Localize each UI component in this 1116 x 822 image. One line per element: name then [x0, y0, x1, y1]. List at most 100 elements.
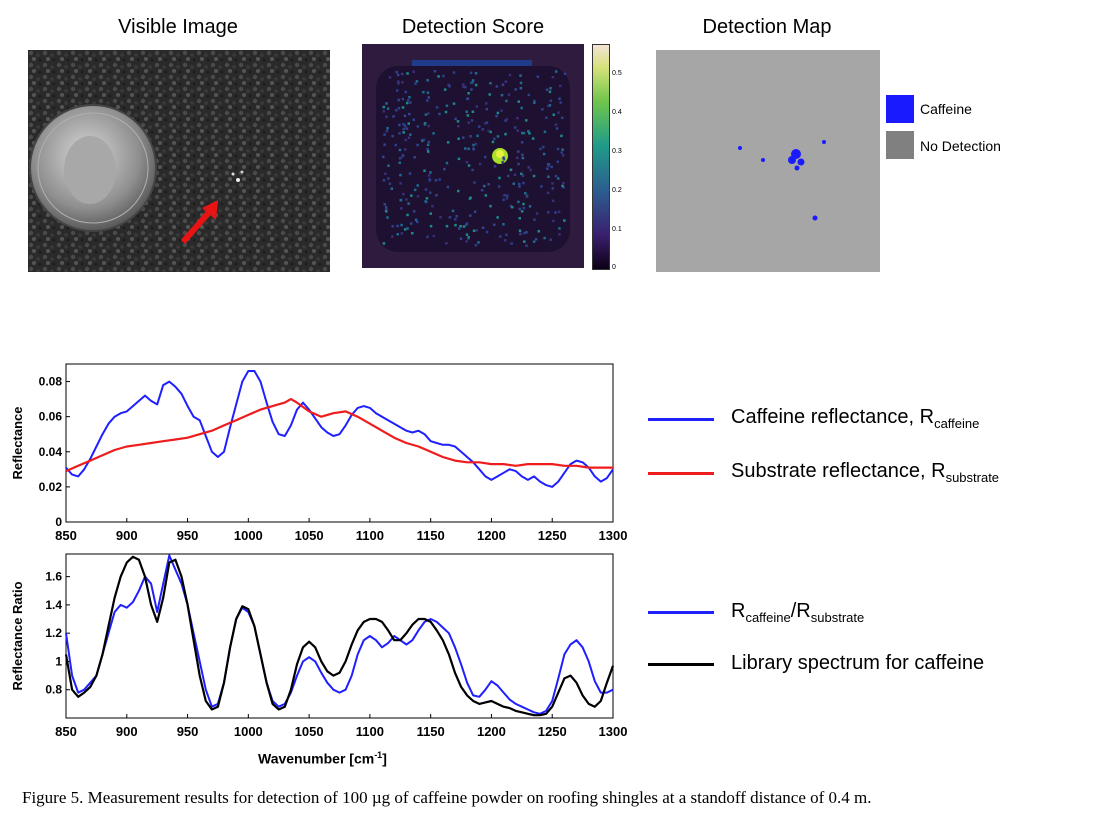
heatmap-pixel: [396, 73, 400, 77]
heatmap-pixel: [416, 125, 420, 128]
heatmap-pixel: [465, 110, 468, 113]
heatmap-pixel: [560, 151, 564, 154]
heatmap-pixel: [467, 121, 471, 124]
heatmap-pixel: [559, 84, 562, 88]
ratio-y-tick-label: 1.2: [45, 626, 62, 640]
heatmap-pixel: [485, 102, 488, 105]
heatmap-pixel: [531, 137, 535, 140]
heatmap-pixel: [407, 202, 410, 205]
heatmap-pixel: [528, 132, 531, 135]
heatmap-pixel: [457, 189, 460, 193]
heatmap-pixel: [469, 71, 473, 75]
heatmap-pixel: [384, 172, 387, 176]
heatmap-pixel: [465, 240, 468, 243]
heatmap-pixel: [452, 71, 456, 74]
heatmap-pixel: [518, 217, 521, 220]
heatmap-pixel: [391, 134, 394, 138]
heatmap-pixel: [519, 232, 522, 236]
red-arrow: [180, 208, 214, 244]
heatmap-pixel: [561, 154, 565, 157]
heatmap-pixel: [398, 157, 402, 160]
heatmap-pixel: [535, 212, 539, 215]
heatmap-pixel: [425, 197, 429, 200]
heatmap-pixel: [401, 106, 405, 109]
heatmap-pixel: [474, 243, 478, 247]
heatmap-pixel: [529, 168, 532, 172]
heatmap-pixel: [505, 233, 508, 237]
heatmap-pixel: [431, 204, 434, 208]
heatmap-pixel: [399, 182, 402, 185]
heatmap-pixel: [401, 72, 404, 76]
heatmap-pixel: [551, 182, 554, 185]
heatmap-pixel: [532, 174, 536, 178]
heatmap-pixel: [427, 174, 431, 177]
heatmap-pixel: [467, 164, 471, 167]
heatmap-pixel: [414, 218, 418, 222]
heatmap-pixel: [493, 165, 497, 168]
heatmap-pixel: [496, 135, 500, 138]
heatmap-pixel: [542, 152, 546, 156]
reflectance-plot-frame: [65, 363, 614, 523]
heatmap-pixel: [558, 97, 561, 100]
heatmap-pixel: [499, 235, 502, 238]
heatmap-pixel: [469, 214, 472, 217]
heatmap-pixel: [496, 216, 499, 219]
heatmap-pixel: [437, 75, 440, 78]
ratio-series-line-1: [64, 555, 615, 717]
heatmap-pixel: [478, 162, 482, 166]
heatmap-pixel: [383, 133, 386, 136]
ratio-series-line-0: [65, 554, 614, 715]
heatmap-pixel: [516, 129, 519, 132]
heatmap-pixel: [448, 216, 452, 219]
heatmap-pixel: [452, 102, 456, 105]
colorbar-tick: 0.1: [612, 226, 622, 233]
heatmap-pixel: [539, 147, 542, 151]
colorbar-tick: 0.3: [612, 148, 622, 155]
heatmap-pixel: [465, 222, 469, 225]
heatmap-pixel: [435, 194, 438, 197]
heatmap-pixel: [445, 224, 449, 228]
heatmap-pixel: [424, 188, 428, 191]
heatmap-pixel: [465, 160, 469, 164]
reflectance-x-tick-label: 1200: [477, 528, 506, 543]
ratio-y-tick-label: 1.4: [45, 598, 62, 612]
ratio-x-tick-label: 1050: [295, 724, 324, 739]
heatmap-pixel: [473, 181, 476, 184]
heatmap-pixel: [547, 104, 550, 108]
heatmap-pixel: [512, 182, 515, 185]
heatmap-pixel: [521, 131, 524, 135]
heatmap-pixel: [426, 91, 430, 94]
heatmap-pixel: [477, 241, 480, 244]
heatmap-pixel: [534, 237, 538, 241]
heatmap-pixel: [406, 213, 409, 217]
ratio-x-tick-label: 1300: [599, 724, 628, 739]
heatmap-pixel: [395, 109, 398, 112]
heatmap-pixel: [548, 90, 552, 94]
heatmap-pixel: [493, 137, 496, 141]
reflectance-y-tick-label: 0.08: [39, 375, 63, 389]
caffeine-legend-text: Caffeine reflectance, Rcaffeine: [731, 406, 980, 431]
heatmap-pixel: [487, 129, 490, 133]
heatmap-pixel: [509, 204, 513, 208]
ratio-y-axis-title: Reflectance Ratio: [10, 581, 25, 690]
heatmap-pixel: [386, 107, 390, 110]
heatmap-pixel: [560, 134, 563, 138]
reflectance-y-tick-label: 0.06: [39, 410, 63, 424]
heatmap-pixel: [561, 184, 564, 188]
heatmap-pixel: [519, 81, 523, 85]
heatmap-pixel: [548, 104, 552, 107]
detection-blobs: [738, 140, 826, 221]
heatmap-pixel: [412, 118, 415, 121]
detection-score-svg: [362, 44, 584, 268]
heatmap-pixel: [475, 229, 478, 232]
heatmap-pixel: [493, 223, 496, 226]
caffeine-legend-label: Caffeine: [920, 101, 972, 117]
heatmap-pixel: [408, 95, 411, 99]
heatmap-pixel: [387, 177, 390, 180]
reflectance-x-tick-label: 950: [177, 528, 199, 543]
heatmap-pixel: [469, 81, 473, 85]
heatmap-pixel: [504, 119, 507, 122]
heatmap-pixel: [406, 227, 409, 230]
heatmap-pixel: [435, 106, 439, 109]
reflectance-x-tick-label: 1100: [356, 528, 384, 543]
